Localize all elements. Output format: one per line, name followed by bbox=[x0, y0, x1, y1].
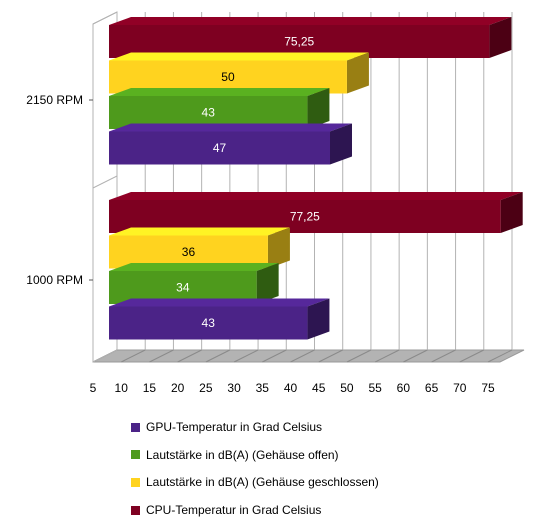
x-tick-label: 5 bbox=[90, 381, 97, 395]
bar-side bbox=[256, 263, 279, 304]
x-tick-label: 50 bbox=[340, 381, 354, 395]
x-tick-label: 10 bbox=[115, 381, 129, 395]
bar-side bbox=[307, 88, 330, 129]
floor-gridline bbox=[205, 349, 231, 363]
legend-label: CPU-Temperatur in Grad Celsius bbox=[146, 503, 322, 518]
legend-item-noise-open: Lautstärke in dB(A) (Gehäuse offen) bbox=[131, 448, 379, 462]
x-tick-label: 30 bbox=[227, 381, 241, 395]
bar-top bbox=[109, 88, 330, 96]
floor-gridline bbox=[177, 349, 202, 363]
legend-label: Lautstärke in dB(A) (Gehäuse offen) bbox=[146, 447, 339, 462]
bar-top bbox=[109, 123, 352, 132]
x-tick-label: 60 bbox=[397, 381, 411, 395]
bar-top bbox=[109, 52, 369, 61]
bar bbox=[109, 306, 308, 340]
legend-swatch bbox=[131, 477, 140, 487]
floor-gridline bbox=[262, 349, 287, 363]
floor-gridline bbox=[346, 349, 372, 363]
legend-item-noise-closed: Lautstärke in dB(A) (Gehäuse geschlossen… bbox=[131, 475, 379, 489]
x-tick-label: 40 bbox=[284, 381, 298, 395]
data-label: 43 bbox=[202, 316, 216, 330]
x-tick-label: 15 bbox=[143, 381, 157, 395]
bar-side bbox=[267, 227, 290, 269]
bar bbox=[109, 131, 330, 165]
bar-side bbox=[307, 298, 330, 340]
bar-side bbox=[489, 17, 512, 58]
x-tick-label: 20 bbox=[171, 381, 185, 395]
legend-item-gpu-temp: GPU-Temperatur in Grad Celsius bbox=[131, 420, 379, 434]
bar-side bbox=[330, 123, 352, 165]
data-label: 43 bbox=[202, 106, 216, 120]
x-tick-label: 75 bbox=[481, 381, 495, 395]
band-line bbox=[92, 175, 118, 189]
legend-swatch bbox=[131, 450, 140, 460]
legend: GPU-Temperatur in Grad Celsius Lautstärk… bbox=[131, 420, 379, 531]
data-label: 50 bbox=[221, 70, 235, 84]
bar-top bbox=[109, 263, 279, 271]
floor-gridline bbox=[120, 349, 146, 363]
bar-top bbox=[109, 298, 330, 307]
legend-swatch bbox=[131, 422, 140, 432]
band-line bbox=[92, 11, 118, 25]
bar-side bbox=[500, 192, 523, 233]
data-label: 75,25 bbox=[284, 35, 314, 49]
band-line bbox=[92, 349, 118, 363]
x-axis-ticks: 5 10 15 20 25 30 35 40 45 50 55 60 65 70 75 bbox=[90, 381, 495, 395]
x-tick-label: 25 bbox=[199, 381, 213, 395]
data-label: 36 bbox=[182, 245, 196, 259]
bar-top bbox=[109, 17, 512, 25]
bar-top bbox=[109, 227, 290, 236]
floor-gridline bbox=[233, 349, 259, 363]
floor-gridline bbox=[149, 349, 174, 363]
x-tick-label: 35 bbox=[256, 381, 270, 395]
bar-chart: 75,25 50 43 47 77,25 36 34 43 5 10 15 20 25 30 35 40 45… bbox=[26, 11, 525, 395]
floor-gridline bbox=[374, 349, 400, 363]
bars: 75,25 50 43 47 77,25 36 34 43 bbox=[109, 17, 523, 340]
legend-label: GPU-Temperatur in Grad Celsius bbox=[146, 420, 323, 434]
x-tick-label: 65 bbox=[425, 381, 439, 395]
legend-label: Lautstärke in dB(A) (Gehäuse geschlossen… bbox=[146, 475, 379, 490]
category-label: 2150 RPM bbox=[26, 93, 83, 107]
floor-gridline bbox=[459, 349, 485, 363]
data-label: 34 bbox=[176, 281, 190, 295]
floor-gridline bbox=[318, 349, 343, 363]
floor-gridline bbox=[290, 349, 315, 363]
category-label: 1000 RPM bbox=[26, 273, 83, 287]
x-tick-label: 55 bbox=[368, 381, 382, 395]
legend-swatch bbox=[131, 505, 140, 515]
floor-gridline bbox=[431, 349, 456, 363]
floor-gridline bbox=[403, 349, 428, 363]
legend-item-cpu-temp: CPU-Temperatur in Grad Celsius bbox=[131, 503, 379, 517]
data-label: 47 bbox=[213, 141, 227, 155]
floor bbox=[92, 349, 525, 363]
floor-gridline bbox=[487, 349, 513, 363]
y-axis-categories: 2150 RPM 1000 RPM bbox=[26, 93, 93, 287]
x-tick-label: 45 bbox=[312, 381, 326, 395]
bar-side bbox=[346, 52, 369, 94]
bar-top bbox=[109, 192, 523, 200]
data-label: 77,25 bbox=[290, 210, 320, 224]
x-tick-label: 70 bbox=[453, 381, 467, 395]
